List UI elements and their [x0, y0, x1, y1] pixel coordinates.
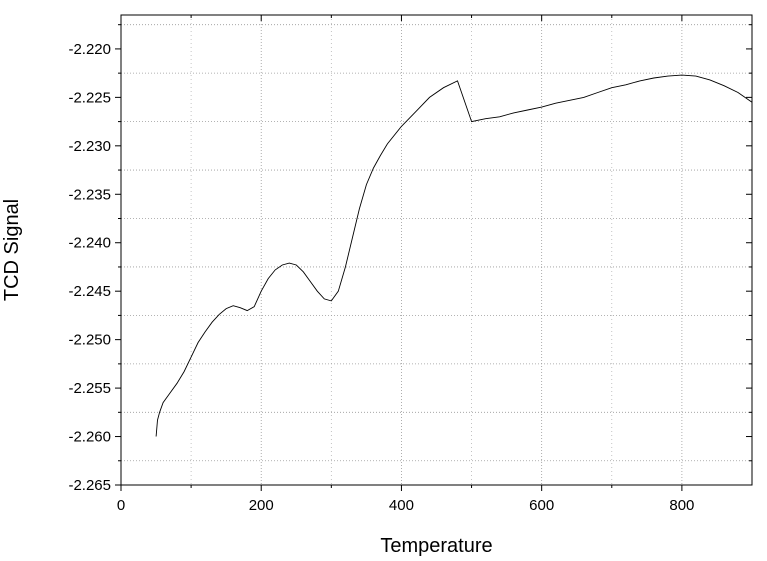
grid-lines	[121, 15, 752, 485]
axis-ticks	[115, 15, 752, 491]
y-tick-label: -2.245	[68, 283, 111, 300]
y-tick-label: -2.220	[68, 41, 111, 58]
plot-frame	[120, 14, 753, 486]
y-tick-label: -2.230	[68, 138, 111, 155]
x-tick-label: 200	[249, 497, 274, 514]
y-tick-label: -2.240	[68, 235, 111, 252]
x-tick-label: 400	[389, 497, 414, 514]
y-tick-label: -2.250	[68, 332, 111, 349]
x-tick-label: 0	[117, 497, 125, 514]
tick-labels: 0 200 400 600 800 -2.265 -2.260 -2.255 -2.250 -2.…	[68, 41, 694, 514]
y-tick-label: -2.225	[68, 89, 111, 106]
y-tick-label: -2.255	[68, 380, 111, 397]
y-tick-label: -2.260	[68, 429, 111, 446]
x-tick-label: 600	[529, 497, 554, 514]
y-axis-title: TCD Signal	[1, 199, 23, 301]
x-tick-label: 800	[669, 497, 694, 514]
y-tick-label: -2.235	[68, 186, 111, 203]
series-line	[155, 74, 753, 437]
y-tick-label: -2.265	[68, 477, 111, 494]
x-axis-title: Temperature	[380, 535, 492, 557]
